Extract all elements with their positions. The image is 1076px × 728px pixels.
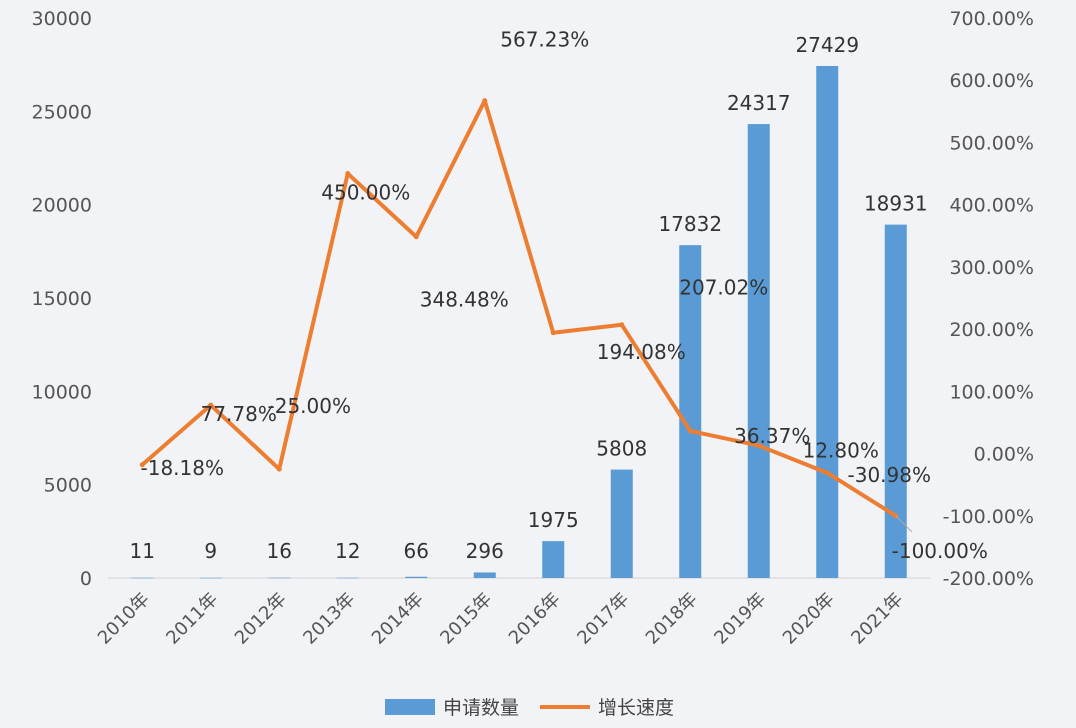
label-leader-line [895,515,913,533]
line-point [139,462,145,468]
legend-bar-swatch [385,699,435,715]
bar [268,577,291,579]
x-axis-tick-label: 2017年 [573,589,633,649]
bar-data-label: 24317 [727,91,791,115]
growth-rate-line [140,98,898,518]
bar-data-label: 1975 [528,508,579,532]
line-point [482,98,488,104]
line-point [619,322,625,328]
line-point [756,443,762,449]
line-data-label: 450.00% [321,181,410,205]
bar [884,224,907,578]
line-point [208,402,214,408]
line-data-label: 77.78% [201,402,277,426]
right-axis-tick-label: -100.00% [943,506,1034,528]
x-axis-tick-label: 2016年 [505,589,565,649]
line-data-label: 12.80% [803,439,879,463]
bar-data-label: 296 [466,539,504,563]
bar [679,245,702,579]
right-axis-tick-label: -200.00% [943,568,1034,590]
bar-data-label: 27429 [795,33,859,57]
bar-data-label: 66 [404,539,429,563]
right-axis-tick-label: 200.00% [949,319,1034,341]
bar [405,576,428,578]
x-axis-tick-label: 2020年 [779,589,839,649]
left-axis-tick-label: 25000 [32,101,92,123]
bar-data-label: 16 [267,539,292,563]
x-axis-tick-label: 2010年 [94,589,154,649]
right-axis-tick-label: 600.00% [949,70,1034,92]
bar-data-label: 11 [130,539,155,563]
right-axis-tick-label: 400.00% [949,195,1034,217]
line-point [413,234,419,240]
x-axis-tick-label: 2013年 [299,589,359,649]
bar [542,541,565,578]
line-data-label: -18.18% [141,456,224,480]
x-axis-tick-label: 2015年 [436,589,496,649]
left-axis-tick-label: 0 [80,568,92,590]
right-axis-tick-label: 100.00% [949,381,1034,403]
x-axis-tick-label: 2021年 [847,589,907,649]
bar-data-label: 18931 [864,192,928,216]
line-point [276,466,282,472]
bar [131,577,154,579]
line-point [824,470,830,476]
line-point [550,330,556,336]
bar-data-label: 5808 [596,437,647,461]
bar [473,572,496,578]
line-point [687,428,693,434]
line-data-label: 567.23% [500,28,589,52]
right-axis-tick-label: 300.00% [949,257,1034,279]
bar-data-label: 17832 [658,212,722,236]
x-axis-tick-label: 2011年 [162,589,222,649]
x-axis-tick-label: 2014年 [368,589,428,649]
left-axis-tick-label: 10000 [32,381,92,403]
line-data-label: -30.98% [848,463,931,487]
line-data-label: 36.37% [734,424,810,448]
x-axis-tick-label: 2018年 [642,589,702,649]
bar [816,65,839,578]
bar [747,124,770,578]
legend-label: 申请数量 [443,697,519,719]
left-axis-tick-label: 30000 [32,8,92,30]
x-axis-tick-label: 2019年 [710,589,770,649]
bar [199,577,222,579]
line-data-label: 207.02% [679,276,768,300]
bar-data-label: 12 [335,539,360,563]
bar [610,469,633,578]
right-axis-tick-label: 0.00% [974,444,1034,466]
right-axis-tick-label: 700.00% [949,8,1034,30]
right-axis-tick-label: 500.00% [949,132,1034,154]
line-data-label: -25.00% [268,394,351,418]
line-data-label: 194.08% [597,340,686,364]
left-axis-tick-label: 5000 [44,475,92,497]
line-point [345,171,351,177]
bar-data-label: 9 [204,539,217,563]
left-axis-tick-label: 15000 [32,288,92,310]
left-axis-tick-label: 20000 [32,195,92,217]
legend-label: 增长速度 [598,697,674,719]
x-axis-tick-label: 2012年 [231,589,291,649]
line-data-label: 348.48% [420,288,509,312]
bar [336,577,359,579]
line-data-label: -100.00% [892,539,988,563]
